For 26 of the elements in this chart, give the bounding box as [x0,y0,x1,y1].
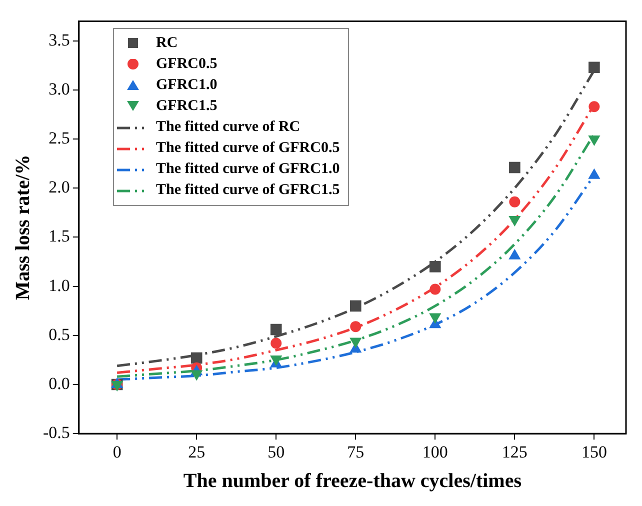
legend-label: GFRC0.5 [156,55,218,74]
legend-label: GFRC1.0 [156,76,218,95]
x-tick-label: 150 [581,442,607,462]
x-tick-label: 125 [502,442,528,462]
x-tick-label: 100 [422,442,448,462]
y-tick-label: 0.0 [48,374,70,393]
x-tick-label: 75 [347,442,364,462]
y-axis-title: Mass loss rate/% [12,154,34,300]
y-tick-label: 1.0 [48,276,70,295]
x-tick-label: 0 [112,442,122,462]
y-tick-label: 1.5 [48,226,70,246]
y-tick-label: 2.0 [48,178,70,197]
legend-label: The fitted curve of GFRC0.5 [156,139,340,158]
legend-label: GFRC1.5 [156,97,218,116]
y-tick-label: 3.5 [48,30,70,50]
legend-label: The fitted curve of GFRC1.5 [156,181,340,200]
y-tick-label: 0.5 [48,324,70,344]
x-tick-label: 25 [188,442,206,462]
y-tick-label: -0.5 [42,423,70,442]
legend-label: RC [156,34,178,53]
x-tick-label: 50 [268,442,285,462]
y-tick-label: 3.0 [48,79,70,98]
y-tick-label: 2.5 [48,128,70,148]
legend-label: The fitted curve of RC [156,118,300,137]
legend-label: The fitted curve of GFRC1.0 [156,160,340,179]
x-axis-title: The number of freeze-thaw cycles/times [183,470,522,492]
